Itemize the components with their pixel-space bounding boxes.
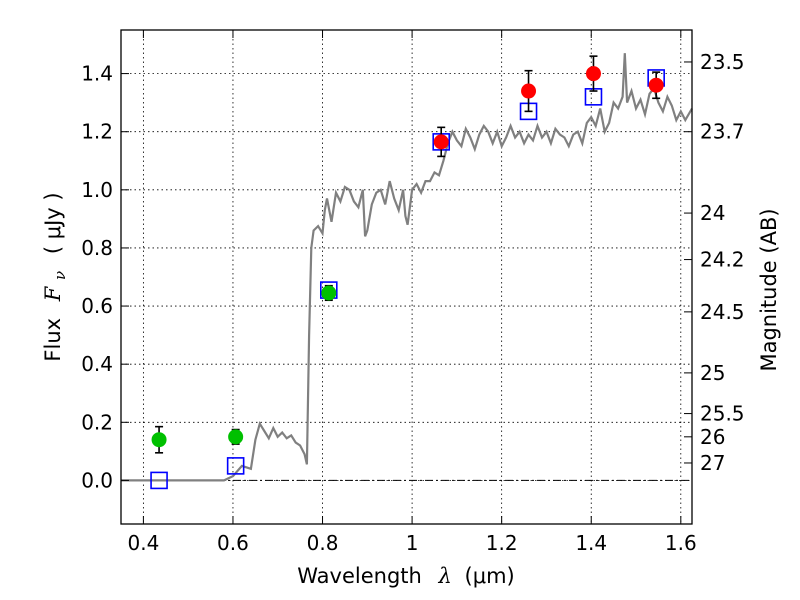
model-photometry-square: [150, 471, 168, 490]
x-axis-label: Wavelength λ (μm): [297, 564, 514, 588]
observed-point: [648, 77, 664, 93]
y2-tick-label: 23.5: [700, 50, 745, 74]
x-tick-label: 1.2: [486, 531, 518, 555]
y-tick-label: 0.6: [81, 294, 113, 318]
y-axis-label-text: Flux: [41, 318, 65, 362]
observed-points: [151, 66, 664, 448]
observed-point: [433, 134, 449, 150]
axis-ticks: [121, 30, 692, 524]
y2-tick-label: 25.5: [700, 402, 745, 426]
x-axis-label-unit: (μm): [465, 564, 515, 588]
y2-tick-label: 24.5: [700, 300, 745, 324]
model-photometry-square: [226, 457, 245, 475]
y-tick-label: 0.0: [81, 468, 113, 492]
y-tick-label: 0.4: [81, 352, 113, 376]
y-axis-label-unit: ( μJy ): [41, 192, 65, 254]
y2-tick-label: 27: [700, 451, 725, 475]
y2-tick-label: 26: [700, 425, 725, 449]
observed-point: [585, 66, 601, 82]
y2-tick-label: 24: [700, 201, 725, 225]
y-axis-label: Flux F ν ( μJy ): [41, 192, 70, 361]
y-tick-label: 1.4: [81, 62, 113, 86]
x-tick-label: 1: [406, 531, 419, 555]
x-tick-label: 0.4: [127, 531, 159, 555]
y-tick-labels: 0.0 0.2 0.4 0.6 0.8 1.0 1.2 1.4: [81, 62, 113, 493]
model-spectrum-line: [121, 53, 693, 482]
x-tick-label: 1.4: [575, 531, 607, 555]
y-axis-label-subscript: ν: [51, 271, 69, 280]
x-axis-label-text: Wavelength: [297, 564, 422, 588]
y-tick-label: 1.2: [81, 120, 113, 144]
observed-point: [228, 429, 244, 445]
observed-point: [521, 83, 537, 99]
y2-tick-label: 24.2: [700, 248, 745, 272]
x-tick-label: 0.6: [217, 531, 249, 555]
plot-frame: [120, 29, 693, 525]
y2-axis-label: Magnitude (AB): [757, 208, 781, 371]
x-tick-labels: 0.4 0.6 0.8 1 1.2 1.4 1.6: [127, 531, 696, 555]
y2-tick-label: 23.7: [700, 120, 745, 144]
x-tick-label: 0.8: [307, 531, 339, 555]
observed-point: [151, 432, 167, 448]
x-tick-label: 1.6: [665, 531, 697, 555]
y2-tick-label: 25: [700, 361, 725, 385]
y-axis-label-symbol: F: [41, 285, 65, 302]
x-axis-label-symbol: λ: [438, 564, 452, 588]
y-tick-label: 0.2: [81, 410, 113, 434]
observed-point: [321, 285, 337, 301]
y-tick-label: 0.8: [81, 236, 113, 260]
y-tick-label: 1.0: [81, 178, 113, 202]
